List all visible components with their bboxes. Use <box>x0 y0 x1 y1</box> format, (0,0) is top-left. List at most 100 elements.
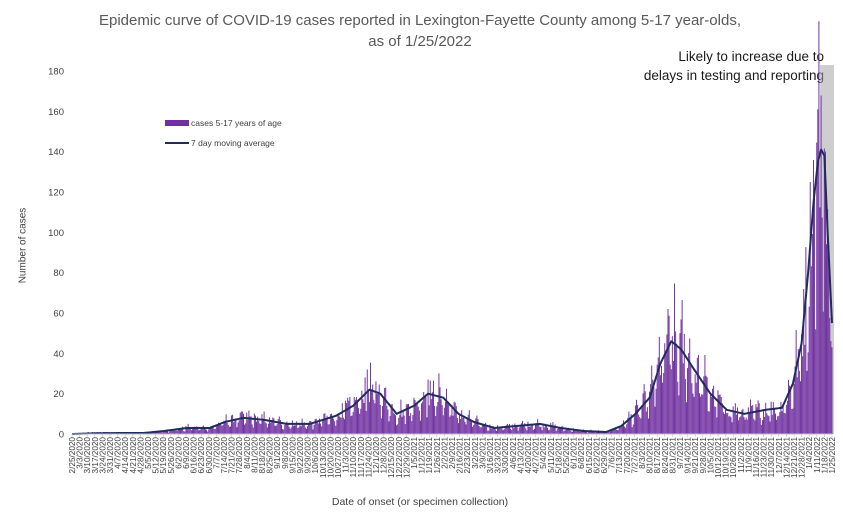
case-bar <box>753 418 755 434</box>
case-bar <box>606 432 608 434</box>
x-tick-label: 3/10/2020 <box>83 437 92 474</box>
case-bar <box>754 420 756 434</box>
case-bar <box>674 283 676 434</box>
case-bar <box>631 427 633 434</box>
case-bar <box>817 109 819 434</box>
x-tick-label: 4/7/2020 <box>114 437 123 469</box>
case-bar <box>171 430 173 434</box>
case-bar <box>472 426 474 434</box>
case-bar <box>796 377 798 434</box>
case-bar <box>212 425 214 434</box>
case-bar <box>426 417 428 434</box>
x-tick-label: 9/14/2021 <box>684 437 693 474</box>
x-tick-label: 5/4/2021 <box>539 437 548 469</box>
case-bar <box>538 423 540 434</box>
case-bar <box>747 407 749 434</box>
case-bar <box>729 415 731 434</box>
case-bar <box>383 398 385 434</box>
case-bar <box>819 207 821 434</box>
case-bar <box>628 411 630 434</box>
case-bar <box>516 425 518 434</box>
case-bar <box>588 430 590 434</box>
case-bar <box>430 399 432 434</box>
case-bar <box>563 431 565 434</box>
case-bar <box>226 422 228 434</box>
case-bar <box>236 427 238 434</box>
case-bar <box>335 425 337 434</box>
case-bar <box>168 432 170 434</box>
case-bar <box>307 426 309 434</box>
case-bar <box>248 410 250 434</box>
case-bar <box>574 430 576 434</box>
case-bar <box>630 414 632 434</box>
case-bar <box>681 299 683 434</box>
x-tick-label: 11/30/2021 <box>767 437 776 478</box>
case-bar <box>482 424 484 434</box>
case-bar <box>642 393 644 434</box>
case-bar <box>573 428 575 434</box>
x-tick-label: 12/22/2020 <box>395 437 404 478</box>
case-bar <box>457 423 459 434</box>
case-bar <box>291 420 293 434</box>
case-bar <box>523 425 525 434</box>
case-bar <box>459 413 461 434</box>
case-bar <box>672 360 674 434</box>
case-bar <box>540 426 542 434</box>
case-bar <box>371 390 373 434</box>
case-bar <box>777 416 779 434</box>
case-bar <box>188 428 190 434</box>
case-bar <box>488 430 490 434</box>
case-bar <box>443 407 445 434</box>
case-bar <box>378 384 380 434</box>
case-bar <box>158 431 160 434</box>
case-bar <box>751 405 753 434</box>
case-bar <box>478 425 480 434</box>
case-bar <box>770 401 772 434</box>
case-bar <box>587 432 589 434</box>
case-bar <box>513 428 515 434</box>
case-bar <box>803 289 805 434</box>
case-bar <box>557 427 559 434</box>
case-bar <box>277 418 279 434</box>
case-bar <box>348 400 350 434</box>
case-bar <box>431 392 433 434</box>
case-bar <box>551 425 553 434</box>
case-bar <box>568 428 570 434</box>
case-bar <box>468 410 470 434</box>
x-tick-label: 12/14/2021 <box>782 437 791 478</box>
case-bar <box>654 406 656 434</box>
x-tick-label: 8/18/2020 <box>258 437 267 474</box>
case-bar <box>334 421 336 434</box>
case-bar <box>514 423 516 434</box>
x-tick-label: 4/14/2020 <box>121 437 130 474</box>
case-bar <box>498 427 500 434</box>
case-bar <box>368 401 370 434</box>
legend-bars-label: cases 5-17 years of age <box>191 118 282 128</box>
case-bar <box>471 421 472 434</box>
case-bar <box>768 416 770 434</box>
case-bar <box>207 431 209 434</box>
x-tick-label: 7/13/2021 <box>615 437 624 474</box>
case-bar <box>341 403 343 434</box>
case-bar <box>520 423 522 434</box>
case-bar <box>693 396 695 434</box>
case-bar <box>536 423 538 434</box>
delay-annotation: Likely to increase due to delays in test… <box>643 49 824 83</box>
case-bar <box>465 424 467 434</box>
x-tick-label: 11/10/2020 <box>349 437 358 478</box>
case-bar <box>657 357 659 434</box>
x-tick-label: 4/20/2021 <box>524 437 533 474</box>
case-bar <box>311 423 313 434</box>
case-bar <box>476 415 478 434</box>
case-bar <box>464 421 466 434</box>
case-bar <box>273 418 275 434</box>
case-bar <box>163 430 165 434</box>
case-bar <box>639 417 641 434</box>
x-tick-label: 12/1/2020 <box>372 437 381 474</box>
case-bar <box>741 410 743 434</box>
case-bar <box>637 404 639 434</box>
x-tick-label: 5/5/2020 <box>144 437 153 469</box>
y-tick-label: 180 <box>48 67 64 78</box>
case-bar <box>289 428 291 434</box>
x-tick-label: 1/18/2022 <box>820 437 829 474</box>
